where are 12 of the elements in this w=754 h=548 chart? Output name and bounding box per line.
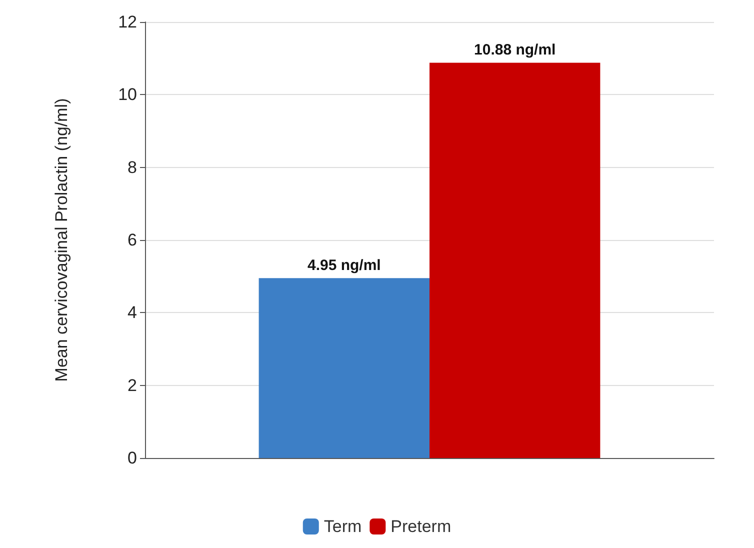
y-tick-label: 2: [128, 376, 137, 395]
y-tick-label: 12: [118, 12, 137, 32]
y-tick-label: 6: [128, 230, 137, 250]
y-tick-label: 4: [128, 303, 137, 322]
y-tick-label: 0: [128, 448, 137, 468]
legend-label: Term: [324, 517, 362, 536]
y-tick-label: 10: [118, 85, 137, 104]
data-label: 10.88 ng/ml: [474, 42, 556, 59]
data-label: 4.95 ng/ml: [307, 257, 381, 274]
y-tick-label: 8: [128, 158, 137, 177]
legend-label: Preterm: [390, 517, 452, 536]
y-axis-title: Mean cervicovaginal Prolactin (ng/ml): [52, 98, 71, 382]
